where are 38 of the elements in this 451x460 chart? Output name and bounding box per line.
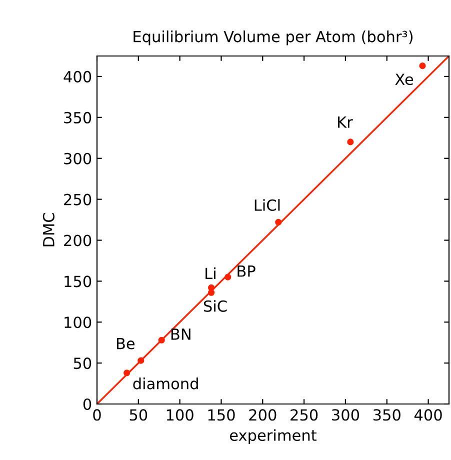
- y-tick-label: 400: [64, 70, 92, 82]
- point: [347, 138, 354, 146]
- point: [158, 336, 165, 344]
- x-tick-label: 100: [166, 409, 194, 421]
- x-axis-title: experiment: [230, 429, 317, 444]
- annotation: SiC: [204, 300, 227, 312]
- x-tick-label: 0: [93, 409, 101, 421]
- point: [208, 284, 215, 292]
- x-tick-label: 350: [373, 409, 400, 421]
- y-tick-label: 200: [64, 234, 92, 246]
- annotation: BP: [238, 266, 256, 277]
- y-tick-label: 50: [74, 358, 92, 370]
- annotation: LiCl: [254, 199, 280, 211]
- x-tick-label: 300: [332, 409, 360, 421]
- x-tick-label: 200: [249, 409, 276, 421]
- annotation: Be: [116, 338, 135, 350]
- x-tick-label: 50: [130, 409, 148, 421]
- point: [138, 357, 144, 364]
- chart-title: Equilibrium Volume per Atom (bohr³): [134, 30, 413, 46]
- y-tick-label: 0: [83, 398, 92, 410]
- x-tick-label: 400: [414, 409, 442, 421]
- x-tick-label: 250: [290, 409, 318, 421]
- annotation: Li: [206, 267, 216, 279]
- y-tick-label: 150: [64, 276, 92, 288]
- annotation: BN: [171, 328, 190, 340]
- annotation: Xe: [395, 74, 414, 86]
- point: [124, 370, 130, 376]
- y-axis-title: DMC: [42, 213, 54, 246]
- annotation: diamond: [133, 378, 198, 390]
- y-tick-label: 350: [64, 112, 92, 124]
- y-tick-label: 250: [64, 194, 92, 206]
- point: [224, 274, 232, 280]
- point: [275, 218, 282, 226]
- x-tick-label: 150: [208, 409, 235, 421]
- y-tick-label: 300: [64, 152, 92, 164]
- y-tick-label: 100: [64, 316, 92, 328]
- point: [419, 62, 426, 70]
- annotation: Kr: [338, 116, 353, 128]
